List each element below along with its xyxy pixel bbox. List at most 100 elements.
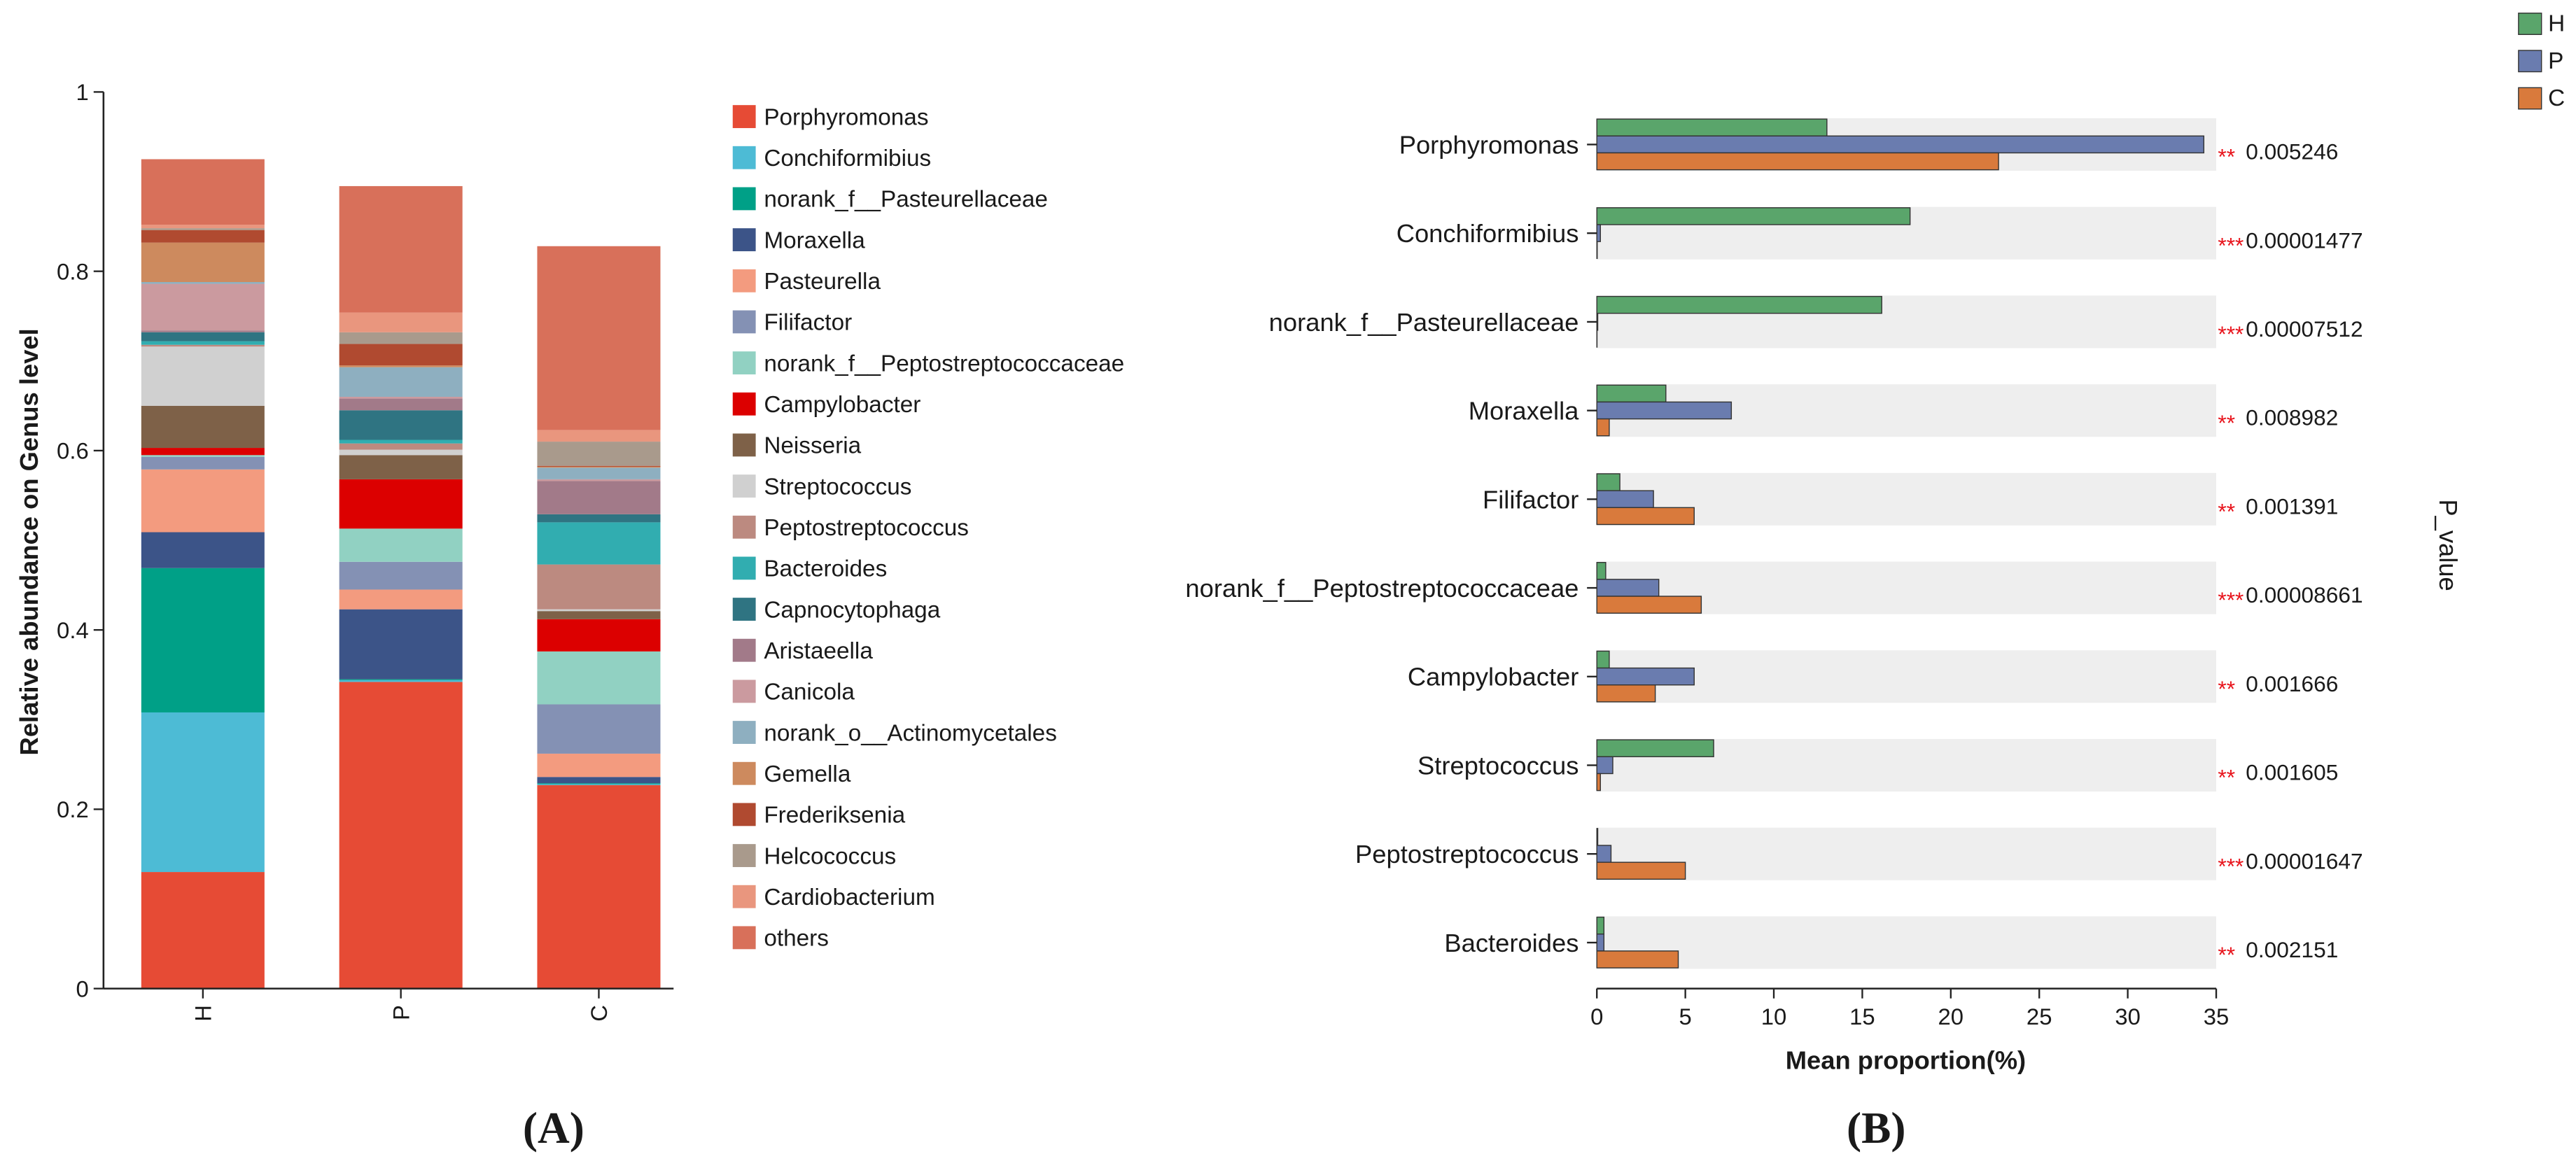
legend-swatch-cardiobacterium xyxy=(732,885,756,908)
legend-swatch-p xyxy=(2518,50,2542,73)
bar-segment-c-helcococcus xyxy=(537,442,661,466)
legend-swatch-campylobacter xyxy=(732,392,756,416)
bar-segment-c-aristaeella xyxy=(537,481,661,514)
legend-label-p: P xyxy=(2548,48,2563,74)
legend-swatch-c xyxy=(2518,87,2542,110)
legend-swatch-norank-f-pasteurellaceae xyxy=(732,187,756,211)
row-norank-f-peptostreptococcaceae: norank_f__Peptostreptococcaceae *** 0.0000… xyxy=(1185,561,2363,614)
bar-segment-p-aristaeella xyxy=(339,398,463,411)
legend-label-porphyromonas: Porphyromonas xyxy=(764,104,928,130)
significance-marker-campylobacter: ** xyxy=(2218,676,2235,701)
bar-peptostreptococcus-p xyxy=(1596,845,1612,863)
bar-segment-p-canicola xyxy=(339,397,463,399)
chart-b-mean-proportion-bar: Porphyromonas ** 0.005246 Conchiformibius **… xyxy=(1185,11,2565,1153)
legend-item-filifactor: Filifactor xyxy=(732,310,852,336)
bar-segment-c-filifactor xyxy=(537,704,661,754)
bar-campylobacter-h xyxy=(1596,650,1610,669)
p-value-peptostreptococcus: 0.00001647 xyxy=(2246,848,2362,873)
bar-segment-h-streptococcus xyxy=(141,346,265,406)
p-value-bacteroides: 0.002151 xyxy=(2246,937,2338,962)
bar-streptococcus-h xyxy=(1596,739,1714,757)
bar-streptococcus-p xyxy=(1596,756,1614,775)
bar-peptostreptococcus-c xyxy=(1596,861,1686,880)
bar-porphyromonas-p xyxy=(1596,135,2205,154)
bar-segment-c-streptococcus xyxy=(537,609,661,612)
category-label-filifactor: Filifactor xyxy=(1483,485,1578,514)
bar-norank-f-peptostreptococcaceae-c xyxy=(1596,596,1702,614)
legend-label-norank-o-actinomycetales: norank_o__Actinomycetales xyxy=(764,720,1057,746)
legend-item-others: others xyxy=(732,926,829,952)
bar-segment-h-filifactor xyxy=(141,456,265,470)
bar-segment-c-norank-f-peptostreptococcaceae xyxy=(537,651,661,705)
bar-segment-h-capnocytophaga xyxy=(141,332,265,342)
bar-segment-p-porphyromonas xyxy=(339,682,463,989)
legend-swatch-bacteroides xyxy=(732,556,756,580)
bar-segment-h-norank-f-pasteurellaceae xyxy=(141,568,265,713)
bar-segment-p-capnocytophaga xyxy=(339,410,463,440)
chart-b-p-value-title: P_value xyxy=(2434,499,2463,591)
x-tick-label: 25 xyxy=(2026,1004,2052,1029)
legend-swatch-canicola xyxy=(732,680,756,703)
row-norank-f-pasteurellaceae: norank_f__Pasteurellaceae *** 0.00007512 xyxy=(1269,295,2363,349)
p-value-streptococcus: 0.001605 xyxy=(2246,760,2338,785)
category-label-campylobacter: Campylobacter xyxy=(1408,663,1579,691)
legend-item-norank-f-pasteurellaceae: norank_f__Pasteurellaceae xyxy=(732,187,1048,213)
significance-marker-norank-f-pasteurellaceae: *** xyxy=(2218,321,2244,346)
bar-segment-p-campylobacter xyxy=(339,479,463,529)
x-tick-label: 30 xyxy=(2115,1004,2141,1029)
bar-segment-p-bacteroides xyxy=(339,439,463,444)
legend-item-streptococcus: Streptococcus xyxy=(732,474,911,500)
legend-label-peptostreptococcus: Peptostreptococcus xyxy=(764,515,969,541)
p-value-conchiformibius: 0.00001477 xyxy=(2246,227,2362,253)
legend-label-capnocytophaga: Capnocytophaga xyxy=(764,597,940,623)
bar-segment-h-neisseria xyxy=(141,405,265,449)
chart-a-genus-stacked-bar: Relative abundance on Genus level H P C 0 0.… xyxy=(15,79,1124,1153)
legend-swatch-aristaeella xyxy=(732,638,756,662)
legend-swatch-streptococcus xyxy=(732,474,756,498)
bar-segment-h-gemella xyxy=(141,242,265,283)
legend-label-norank-f-pasteurellaceae: norank_f__Pasteurellaceae xyxy=(764,187,1048,213)
significance-marker-bacteroides: ** xyxy=(2218,942,2235,967)
p-value-norank-f-peptostreptococcaceae: 0.00008661 xyxy=(2246,582,2362,607)
legend-item-frederiksenia: Frederiksenia xyxy=(732,803,906,829)
bar-segment-p-gemella xyxy=(339,365,463,367)
legend-item-h: H xyxy=(2518,11,2565,37)
bar-norank-f-pasteurellaceae-h xyxy=(1596,295,1882,314)
row-band-peptostreptococcus xyxy=(1597,827,2217,880)
bar-segment-c-porphyromonas xyxy=(537,784,661,989)
bar-segment-p-moraxella xyxy=(339,609,463,680)
legend-item-capnocytophaga: Capnocytophaga xyxy=(732,597,941,623)
panel-label-b: (B) xyxy=(1847,1104,1905,1153)
bar-segment-h-porphyromonas xyxy=(141,872,265,989)
legend-item-peptostreptococcus: Peptostreptococcus xyxy=(732,515,969,541)
bar-segment-c-canicola xyxy=(537,479,661,481)
x-tick-label: 0 xyxy=(1590,1004,1603,1029)
legend-label-frederiksenia: Frederiksenia xyxy=(764,803,905,829)
bar-segment-c-norank-f-pasteurellaceae xyxy=(537,783,661,784)
significance-marker-peptostreptococcus: *** xyxy=(2218,853,2244,878)
legend-label-h: H xyxy=(2548,11,2565,37)
legend-item-bacteroides: Bacteroides xyxy=(732,556,887,582)
legend-swatch-norank-f-peptostreptococcaceae xyxy=(732,351,756,375)
legend-label-neisseria: Neisseria xyxy=(764,433,861,459)
category-label-peptostreptococcus: Peptostreptococcus xyxy=(1355,840,1578,868)
bar-segment-h-moraxella xyxy=(141,532,265,568)
legend-label-bacteroides: Bacteroides xyxy=(764,556,887,582)
x-tick-label: 15 xyxy=(1849,1004,1875,1029)
bar-segment-p-peptostreptococcus xyxy=(339,443,463,450)
bar-segment-c-capnocytophaga xyxy=(537,514,661,523)
bar-segment-p-filifactor xyxy=(339,561,463,590)
legend-label-filifactor: Filifactor xyxy=(764,310,852,336)
row-band-filifactor xyxy=(1597,472,2217,526)
legend-swatch-peptostreptococcus xyxy=(732,515,756,539)
chart-a-legend: Porphyromonas Conchiformibius norank_f__Pa… xyxy=(732,104,1124,952)
chart-a-plot-area: H P C 0 0.2 0.4 0.6 0.8 1 xyxy=(57,79,674,1022)
bar-segment-p-norank-f-peptostreptococcaceae xyxy=(339,528,463,562)
bar-segment-c-campylobacter xyxy=(537,619,661,652)
legend-swatch-neisseria xyxy=(732,433,756,457)
legend-item-aristaeella: Aristaeella xyxy=(732,638,873,664)
row-conchiformibius: Conchiformibius *** 0.00001477 xyxy=(1396,206,2363,260)
bar-segment-c-bacteroides xyxy=(537,522,661,565)
legend-swatch-pasteurella xyxy=(732,269,756,293)
